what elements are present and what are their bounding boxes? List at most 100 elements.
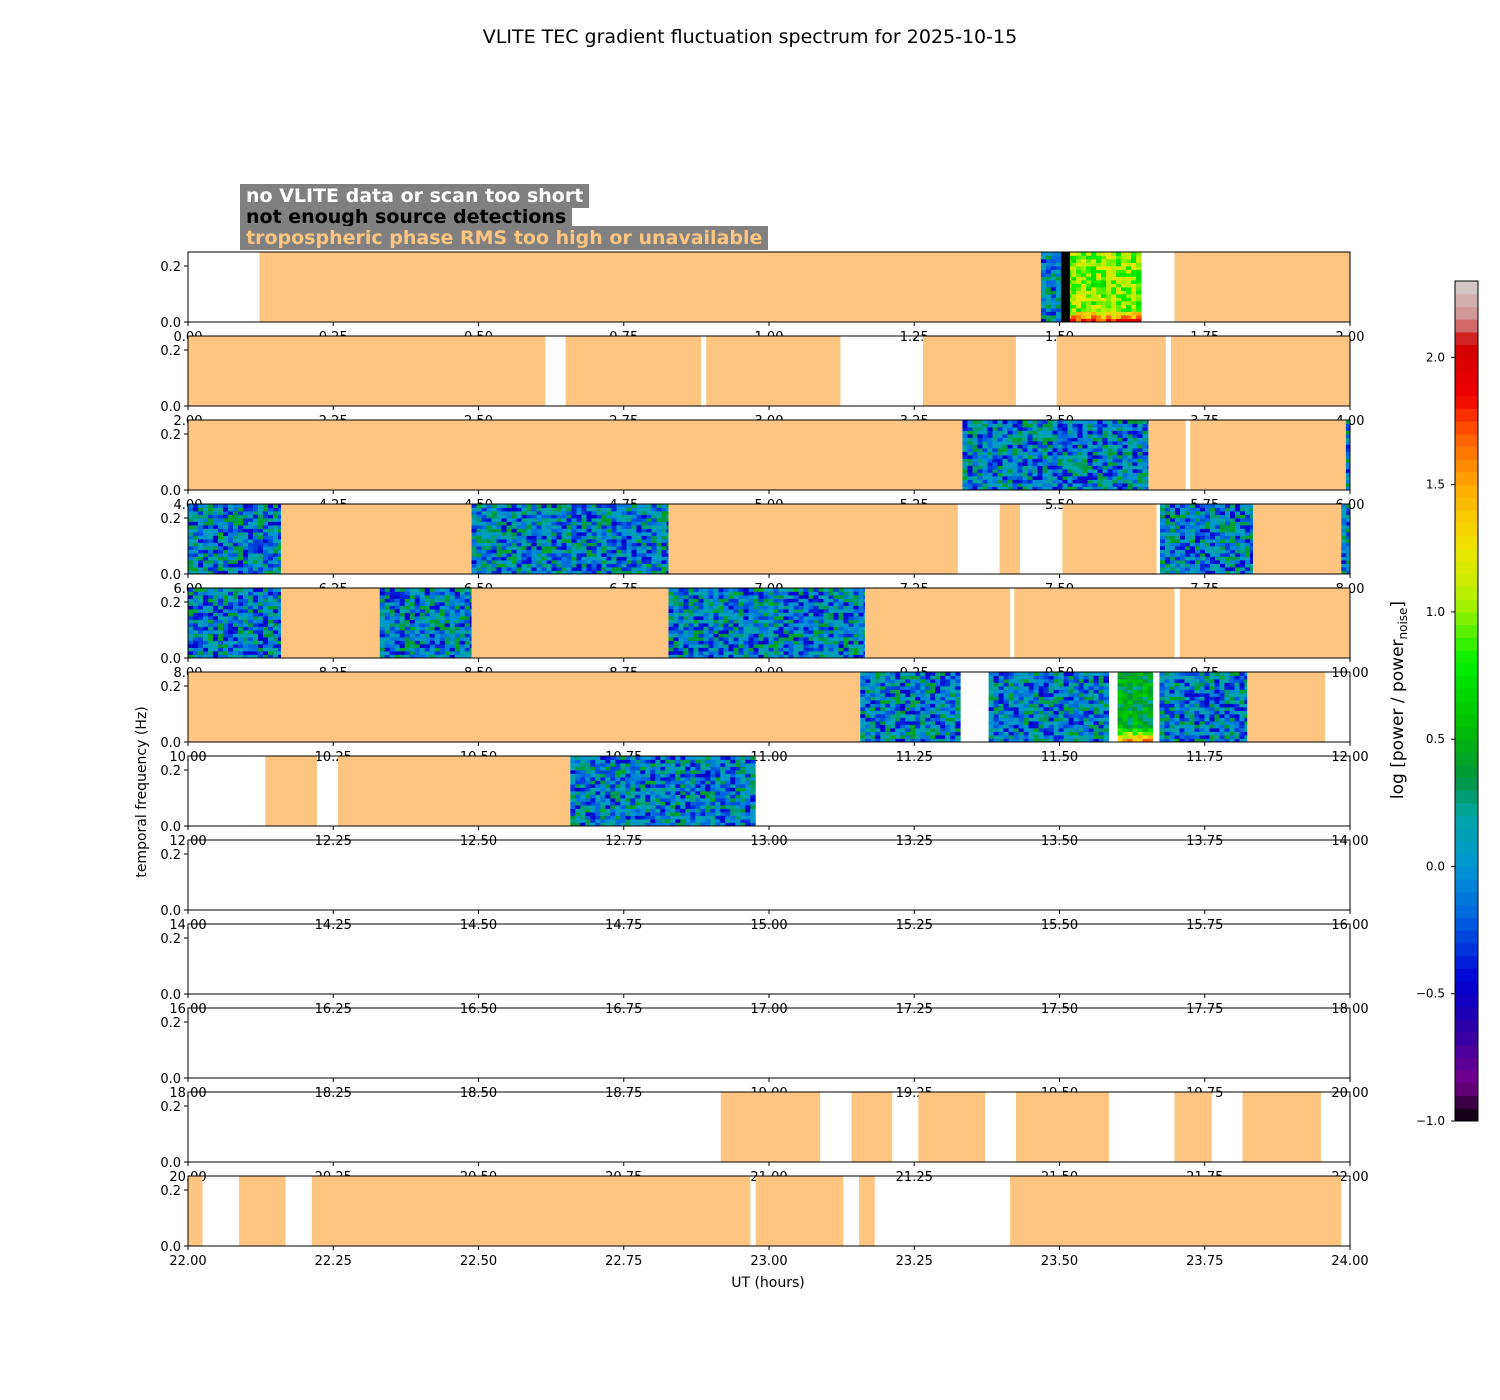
rms-segment xyxy=(668,504,958,574)
rms-segment xyxy=(922,336,1016,406)
colorbar-step xyxy=(1455,484,1478,498)
panel-5-segments xyxy=(188,672,1326,742)
legend-entry: no VLITE data or scan too short xyxy=(240,184,590,208)
x-tick-label: 13.75 xyxy=(1186,834,1223,849)
rms-segment xyxy=(265,756,317,826)
x-tick-label: 17.75 xyxy=(1186,1002,1223,1017)
x-tick-label: 12.75 xyxy=(605,834,642,849)
colorbar-step xyxy=(1455,382,1478,397)
y-tick-label: 0.0 xyxy=(160,568,181,583)
colorbar-step xyxy=(1455,611,1478,626)
panel-5: 0.00.210.0010.2510.5010.7511.0011.2511.5… xyxy=(160,671,1369,765)
colorbar-step xyxy=(1455,662,1478,677)
spectrum-segment xyxy=(860,672,961,742)
rms-segment xyxy=(1247,672,1326,742)
colorbar-step xyxy=(1455,471,1478,486)
colorbar-step xyxy=(1455,1108,1478,1122)
rms-segment xyxy=(918,1092,986,1162)
spectrum-segment xyxy=(471,504,672,574)
spectrum-segment xyxy=(1160,504,1256,574)
panel-frame xyxy=(187,923,1351,995)
colorbar-step xyxy=(1455,688,1478,702)
x-tick-label: 23.50 xyxy=(1041,1254,1078,1269)
y-tick-label: 0.0 xyxy=(160,904,181,919)
rms-segment xyxy=(1179,588,1350,658)
x-tick-label: 17.00 xyxy=(750,1002,787,1017)
colorbar-step xyxy=(1455,421,1478,435)
rms-segment xyxy=(720,1092,821,1162)
rms-segment xyxy=(1171,336,1350,406)
colorbar-step xyxy=(1455,357,1478,371)
low-detection-segment xyxy=(1061,252,1070,322)
colorbar-step xyxy=(1455,433,1478,447)
x-tick-label: 11.50 xyxy=(1041,750,1078,765)
colorbar-step xyxy=(1455,370,1478,384)
colorbar-tick-label: 0.5 xyxy=(1426,732,1445,746)
rms-segment xyxy=(1056,336,1166,406)
colorbar-tick-label: 0.0 xyxy=(1426,859,1445,873)
panel-4: 0.00.28.008.258.508.759.009.259.509.7510… xyxy=(160,587,1369,681)
spectrum-segment xyxy=(1345,420,1350,490)
rms-segment xyxy=(311,1176,751,1246)
colorbar-step xyxy=(1455,624,1478,638)
rms-segment xyxy=(471,588,669,658)
panel-0-segments xyxy=(259,252,1350,322)
rms-segment xyxy=(188,336,546,406)
spectrum-segment xyxy=(962,420,1153,490)
y-tick-label: 0.0 xyxy=(160,316,181,331)
x-tick-label: 16.75 xyxy=(605,1002,642,1017)
panel-1-segments xyxy=(188,336,1350,406)
y-tick-label: 0.2 xyxy=(160,932,181,947)
x-tick-label: 22.25 xyxy=(315,1254,352,1269)
spectrum-segment xyxy=(570,756,756,826)
rms-segment xyxy=(280,588,380,658)
colorbar-step xyxy=(1455,904,1478,918)
panel-3-segments xyxy=(188,504,1350,574)
colorbar-tick-label: 1.0 xyxy=(1426,605,1445,619)
y-tick-label: 0.2 xyxy=(160,1184,181,1199)
colorbar-step xyxy=(1455,599,1478,613)
x-tick-label: 18.50 xyxy=(460,1086,497,1101)
panel-10-segments xyxy=(720,1092,1321,1162)
colorbar-step xyxy=(1455,561,1478,575)
spectrum-segment xyxy=(1117,672,1153,742)
colorbar-tick-label: 1.5 xyxy=(1426,478,1445,492)
rms-segment xyxy=(337,756,571,826)
colorbar-label-main: log [power / power xyxy=(1388,639,1408,799)
colorbar-step xyxy=(1455,841,1478,855)
panel-8: 0.00.216.00 16.25 16.50 16.75 17.00 17.25 17.5… xyxy=(160,923,1369,1017)
x-tick-label: 17.25 xyxy=(896,1002,933,1017)
y-tick-label: 0.0 xyxy=(160,988,181,1003)
colorbar-step xyxy=(1455,1044,1478,1058)
y-tick-label: 0.2 xyxy=(160,764,181,779)
spectrum-segment xyxy=(188,504,284,574)
rms-segment xyxy=(755,1176,844,1246)
rms-segment xyxy=(188,420,963,490)
panel-6: 0.00.212.00 12.25 12.50 12.75 13.00 13.25 13.5… xyxy=(160,755,1369,849)
colorbar-step xyxy=(1455,1095,1478,1109)
legend-entry: tropospheric phase RMS too high or unava… xyxy=(240,226,769,250)
colorbar-step xyxy=(1455,650,1478,664)
x-tick-label: 13.00 xyxy=(750,834,787,849)
x-tick-label: 14.75 xyxy=(605,918,642,933)
x-tick-label: 17.50 xyxy=(1041,1002,1078,1017)
colorbar-step xyxy=(1455,395,1478,409)
y-tick-label: 0.2 xyxy=(160,1100,181,1115)
spectrum-segment xyxy=(379,588,476,658)
rms-segment xyxy=(1174,252,1350,322)
colorbar-step xyxy=(1455,726,1478,740)
rms-segment xyxy=(999,504,1020,574)
rms-segment xyxy=(1148,420,1186,490)
colorbar-step xyxy=(1455,917,1478,931)
colorbar-step xyxy=(1455,522,1478,537)
colorbar-step xyxy=(1455,459,1478,473)
y-tick-label: 0.2 xyxy=(160,596,181,611)
rms-segment xyxy=(239,1176,286,1246)
y-tick-label: 0.2 xyxy=(160,344,181,359)
panel-8-x-tick-labels: 16.00 16.25 16.50 16.75 17.00 17.25 17.50 17.75… xyxy=(169,1002,1368,1017)
colorbar-label-end: ] xyxy=(1388,601,1408,608)
colorbar-step xyxy=(1455,751,1478,766)
panel-2: 0.00.24.004.254.504.755.005.255.505.756.… xyxy=(160,419,1364,513)
rms-segment xyxy=(280,504,472,574)
